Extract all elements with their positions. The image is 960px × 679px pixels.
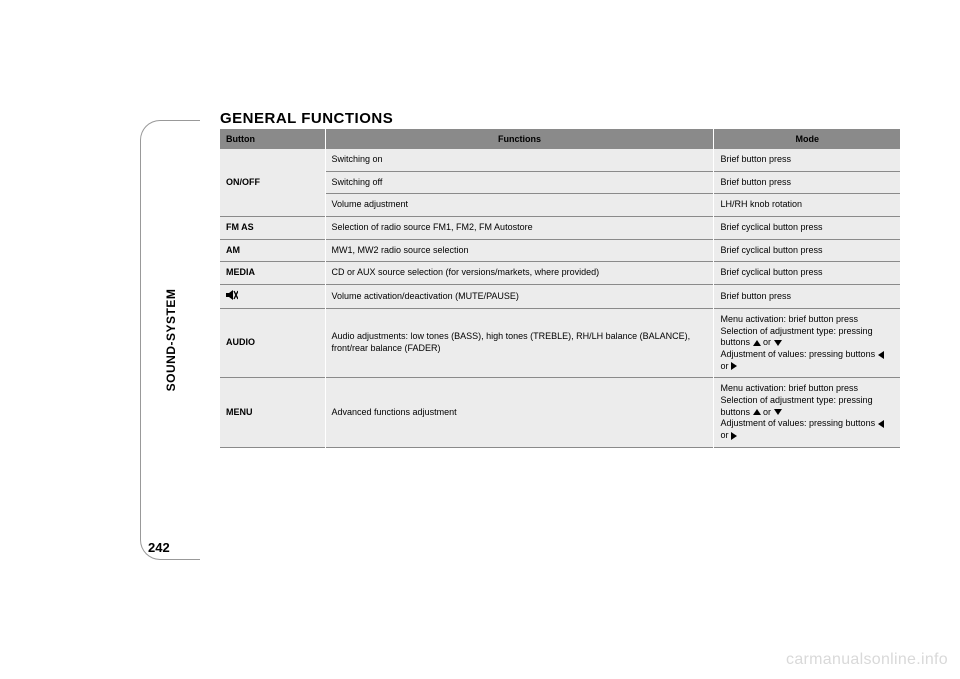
functions-cell: Switching on bbox=[325, 149, 714, 171]
functions-cell: Volume activation/deactivation (MUTE/PAU… bbox=[325, 285, 714, 309]
table-row: MENUAdvanced functions adjustmentMenu ac… bbox=[220, 378, 900, 447]
button-cell: FM AS bbox=[220, 217, 325, 240]
mute-icon bbox=[226, 290, 236, 299]
table-row: FM ASSelection of radio source FM1, FM2,… bbox=[220, 217, 900, 240]
mode-line: Selection of adjustment type: pressing b… bbox=[720, 395, 894, 418]
side-tab-label: SOUND-SYSTEM bbox=[164, 289, 178, 392]
mode-line: Selection of adjustment type: pressing b… bbox=[720, 326, 894, 349]
mode-cell: LH/RH knob rotation bbox=[714, 194, 900, 217]
functions-cell: MW1, MW2 radio source selection bbox=[325, 239, 714, 262]
mode-cell: Brief button press bbox=[714, 149, 900, 171]
table-row: MEDIACD or AUX source selection (for ver… bbox=[220, 262, 900, 285]
col-header-mode: Mode bbox=[714, 129, 900, 149]
button-cell: MENU bbox=[220, 378, 325, 447]
mode-cell: Brief button press bbox=[714, 285, 900, 309]
up-arrow-icon bbox=[753, 409, 761, 415]
mode-line: Menu activation: brief button press bbox=[720, 383, 894, 395]
button-cell: AUDIO bbox=[220, 308, 325, 377]
mode-cell: Brief button press bbox=[714, 171, 900, 194]
button-cell: ON/OFF bbox=[220, 149, 325, 217]
table-row: AMMW1, MW2 radio source selectionBrief c… bbox=[220, 239, 900, 262]
functions-table: Button Functions Mode ON/OFFSwitching on… bbox=[220, 129, 900, 448]
col-header-button: Button bbox=[220, 129, 325, 149]
col-header-functions: Functions bbox=[325, 129, 714, 149]
side-tab: SOUND-SYSTEM bbox=[140, 120, 200, 560]
button-cell: MEDIA bbox=[220, 262, 325, 285]
content-area: GENERAL FUNCTIONS Button Functions Mode … bbox=[220, 110, 900, 448]
functions-cell: Volume adjustment bbox=[325, 194, 714, 217]
left-arrow-icon bbox=[878, 420, 884, 428]
watermark: carmanualsonline.info bbox=[786, 651, 948, 669]
up-arrow-icon bbox=[753, 340, 761, 346]
functions-cell: Selection of radio source FM1, FM2, FM A… bbox=[325, 217, 714, 240]
left-arrow-icon bbox=[878, 351, 884, 359]
down-arrow-icon bbox=[774, 340, 782, 346]
mode-line: Adjustment of values: pressing buttons o… bbox=[720, 418, 894, 441]
functions-cell: Audio adjustments: low tones (BASS), hig… bbox=[325, 308, 714, 377]
mode-cell: Brief cyclical button press bbox=[714, 262, 900, 285]
button-cell: AM bbox=[220, 239, 325, 262]
functions-cell: CD or AUX source selection (for versions… bbox=[325, 262, 714, 285]
section-title: GENERAL FUNCTIONS bbox=[220, 110, 900, 127]
mode-line: Menu activation: brief button press bbox=[720, 314, 894, 326]
right-arrow-icon bbox=[731, 362, 737, 370]
table-row: AUDIOAudio adjustments: low tones (BASS)… bbox=[220, 308, 900, 377]
right-arrow-icon bbox=[731, 432, 737, 440]
down-arrow-icon bbox=[774, 409, 782, 415]
table-row: ON/OFFSwitching onBrief button press bbox=[220, 149, 900, 171]
mode-cell: Brief cyclical button press bbox=[714, 217, 900, 240]
table-header-row: Button Functions Mode bbox=[220, 129, 900, 149]
mode-cell: Menu activation: brief button pressSelec… bbox=[714, 308, 900, 377]
functions-cell: Advanced functions adjustment bbox=[325, 378, 714, 447]
functions-cell: Switching off bbox=[325, 171, 714, 194]
table-row: Volume activation/deactivation (MUTE/PAU… bbox=[220, 285, 900, 309]
button-cell bbox=[220, 285, 325, 309]
mode-cell: Menu activation: brief button pressSelec… bbox=[714, 378, 900, 447]
mode-cell: Brief cyclical button press bbox=[714, 239, 900, 262]
mode-line: Adjustment of values: pressing buttons o… bbox=[720, 349, 894, 372]
page-number: 242 bbox=[148, 540, 170, 555]
